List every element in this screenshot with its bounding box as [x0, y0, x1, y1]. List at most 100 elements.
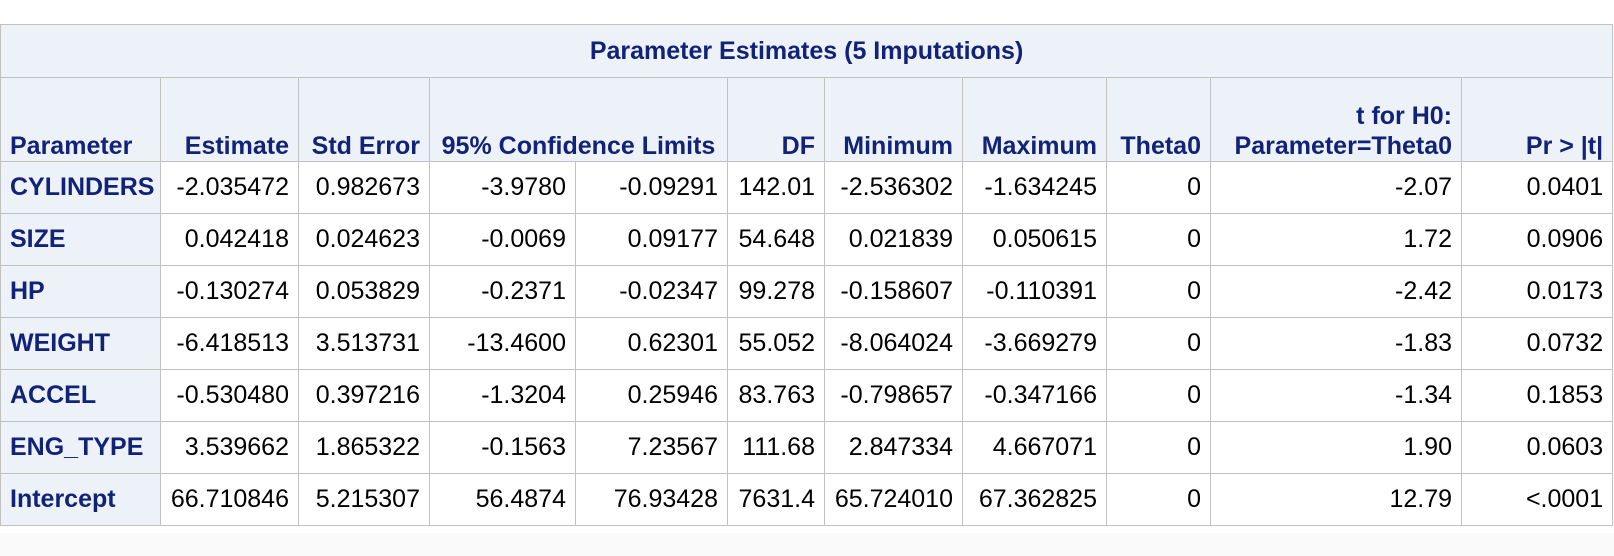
cell-df: 99.278	[727, 265, 825, 318]
cell-std-error: 1.865322	[298, 421, 430, 474]
header-parameter: Parameter	[0, 77, 161, 162]
cell-t-value: -1.83	[1210, 317, 1462, 370]
header-t-statistic: t for H0: Parameter=Theta0	[1210, 77, 1462, 162]
cell-estimate: 0.042418	[160, 213, 299, 266]
cell-std-error: 0.397216	[298, 369, 430, 422]
header-t-line1: t for H0:	[1356, 102, 1452, 130]
cell-lower-limit: -0.0069	[429, 213, 576, 266]
cell-t-value: 1.90	[1210, 421, 1462, 474]
cell-estimate: 66.710846	[160, 473, 299, 526]
cell-upper-limit: 7.23567	[575, 421, 728, 474]
cell-maximum: -3.669279	[962, 317, 1107, 370]
cell-estimate: -6.418513	[160, 317, 299, 370]
cell-t-value: -2.07	[1210, 161, 1462, 214]
cell-estimate: -0.130274	[160, 265, 299, 318]
cell-maximum: -1.634245	[962, 161, 1107, 214]
cell-theta0: 0	[1106, 265, 1211, 318]
cell-upper-limit: -0.09291	[575, 161, 728, 214]
cell-p-value: 0.0906	[1460, 213, 1614, 266]
row-parameter-name: ENG_TYPE	[0, 421, 161, 474]
table-row: SIZE 0.042418 0.024623 -0.0069 0.09177 54.648…	[0, 213, 1614, 266]
row-parameter-name: ACCEL	[0, 369, 161, 422]
cell-upper-limit: 76.93428	[575, 473, 728, 526]
cell-std-error: 0.024623	[298, 213, 430, 266]
cell-upper-limit: -0.02347	[575, 265, 728, 318]
cell-maximum: 67.362825	[962, 473, 1107, 526]
header-theta0: Theta0	[1106, 77, 1211, 162]
cell-p-value: 0.0732	[1460, 317, 1614, 370]
table-row: ENG_TYPE 3.539662 1.865322 -0.1563 7.23567 11…	[0, 421, 1614, 474]
cell-theta0: 0	[1106, 317, 1211, 370]
cell-t-value: 12.79	[1210, 473, 1462, 526]
cell-maximum: 0.050615	[962, 213, 1107, 266]
cell-maximum: 4.667071	[962, 421, 1107, 474]
cell-maximum: -0.347166	[962, 369, 1107, 422]
cell-estimate: 3.539662	[160, 421, 299, 474]
table-row: CYLINDERS -2.035472 0.982673 -3.9780 -0.0929…	[0, 161, 1614, 214]
table-body: CYLINDERS -2.035472 0.982673 -3.9780 -0.0929…	[0, 161, 1614, 526]
cell-lower-limit: -3.9780	[429, 161, 576, 214]
header-minimum: Minimum	[824, 77, 963, 162]
cell-lower-limit: -1.3204	[429, 369, 576, 422]
cell-p-value: 0.0401	[1460, 161, 1614, 214]
cell-p-value: <.0001	[1460, 473, 1614, 526]
cell-std-error: 5.215307	[298, 473, 430, 526]
header-t-line2: Parameter=Theta0	[1234, 132, 1452, 160]
cell-lower-limit: -0.1563	[429, 421, 576, 474]
cell-theta0: 0	[1106, 213, 1211, 266]
cell-upper-limit: 0.62301	[575, 317, 728, 370]
cell-std-error: 3.513731	[298, 317, 430, 370]
header-confidence-limits: 95% Confidence Limits	[429, 77, 728, 162]
table-title-row: Parameter Estimates (5 Imputations)	[0, 24, 1614, 78]
cell-estimate: -2.035472	[160, 161, 299, 214]
cell-minimum: 0.021839	[824, 213, 963, 266]
cell-t-value: -2.42	[1210, 265, 1462, 318]
cell-theta0: 0	[1106, 473, 1211, 526]
cell-minimum: -0.798657	[824, 369, 963, 422]
cell-p-value: 0.0173	[1460, 265, 1614, 318]
cell-df: 7631.4	[727, 473, 825, 526]
header-maximum: Maximum	[962, 77, 1107, 162]
cell-minimum: 2.847334	[824, 421, 963, 474]
cell-lower-limit: -13.4600	[429, 317, 576, 370]
cell-t-value: -1.34	[1210, 369, 1462, 422]
row-parameter-name: WEIGHT	[0, 317, 161, 370]
cell-upper-limit: 0.09177	[575, 213, 728, 266]
cell-t-value: 1.72	[1210, 213, 1462, 266]
header-df: DF	[727, 77, 825, 162]
cell-p-value: 0.0603	[1460, 421, 1614, 474]
header-std-error: Std Error	[298, 77, 430, 162]
cell-lower-limit: -0.2371	[429, 265, 576, 318]
cell-minimum: 65.724010	[824, 473, 963, 526]
table-row: HP -0.130274 0.053829 -0.2371 -0.02347 99.278…	[0, 265, 1614, 318]
row-parameter-name: Intercept	[0, 473, 161, 526]
cell-df: 111.68	[727, 421, 825, 474]
header-estimate: Estimate	[160, 77, 299, 162]
table-row: Intercept 66.710846 5.215307 56.4874 76.9342…	[0, 473, 1614, 526]
cell-df: 83.763	[727, 369, 825, 422]
cell-lower-limit: 56.4874	[429, 473, 576, 526]
cell-std-error: 0.982673	[298, 161, 430, 214]
cell-p-value: 0.1853	[1460, 369, 1614, 422]
cell-maximum: -0.110391	[962, 265, 1107, 318]
cell-upper-limit: 0.25946	[575, 369, 728, 422]
cell-theta0: 0	[1106, 369, 1211, 422]
cell-theta0: 0	[1106, 161, 1211, 214]
table-header-row: Parameter Estimate Std Error 95% Confide…	[0, 77, 1614, 162]
cell-minimum: -8.064024	[824, 317, 963, 370]
header-p-value: Pr > |t|	[1460, 77, 1614, 162]
row-parameter-name: SIZE	[0, 213, 161, 266]
cell-theta0: 0	[1106, 421, 1211, 474]
row-parameter-name: CYLINDERS	[0, 161, 161, 214]
cell-df: 54.648	[727, 213, 825, 266]
table-title: Parameter Estimates (5 Imputations)	[0, 24, 1614, 78]
cell-minimum: -0.158607	[824, 265, 963, 318]
output-panel: Parameter Estimates (5 Imputations) Para…	[0, 24, 1614, 526]
row-parameter-name: HP	[0, 265, 161, 318]
bottom-gutter	[0, 533, 1614, 556]
table-row: ACCEL -0.530480 0.397216 -1.3204 0.25946 83.7…	[0, 369, 1614, 422]
cell-df: 142.01	[727, 161, 825, 214]
cell-df: 55.052	[727, 317, 825, 370]
table-row: WEIGHT -6.418513 3.513731 -13.4600 0.62301 55…	[0, 317, 1614, 370]
cell-estimate: -0.530480	[160, 369, 299, 422]
